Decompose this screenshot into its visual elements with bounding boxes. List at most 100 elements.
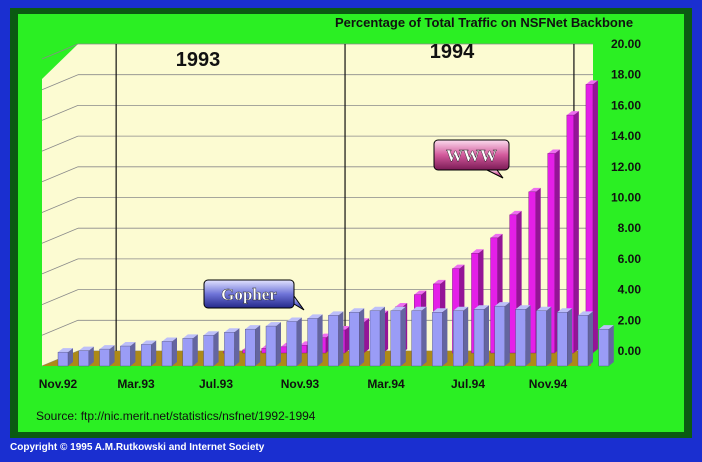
gopher-bar-side: [276, 322, 281, 366]
gopher-bar: [161, 337, 177, 367]
www-bar-top: [414, 290, 427, 295]
gridline-side: [41, 135, 79, 152]
y-tick-label: 2.00: [618, 313, 642, 327]
gopher-bar: [453, 306, 469, 367]
legend-gopher: Gopher: [203, 279, 305, 311]
gopher-bar-front: [390, 310, 401, 367]
gopher-bar-front: [598, 328, 609, 367]
gopher-bar-front: [473, 309, 485, 367]
gopher-bar-front: [120, 345, 131, 367]
gopher-bar: [120, 342, 136, 367]
gopher-bar: [78, 346, 94, 367]
gridline-side: [41, 105, 79, 121]
gopher-bar-front: [515, 309, 526, 367]
gopher-bar: [494, 302, 510, 367]
y-tick-label: 10.00: [611, 191, 641, 205]
www-bar-top: [509, 210, 522, 215]
bars-layer: [57, 80, 614, 367]
gopher-bar: [265, 322, 281, 367]
source-note: Source: ftp://nic.merit.net/statistics/n…: [36, 409, 316, 423]
gopher-bar-front: [432, 312, 443, 367]
gopher-bar-front: [265, 325, 277, 367]
chart-svg: 0.00 2.00 4.00 6.00 8.00 10.00 12.00 14.00 16.00…: [36, 15, 642, 423]
legend-www-label: WWW: [446, 146, 497, 165]
gridline-side: [41, 258, 79, 275]
gopher-bar-front: [349, 312, 360, 367]
gopher-bar: [432, 308, 448, 367]
gopher-bar-side: [442, 308, 448, 366]
gopher-bar-side: [172, 337, 177, 366]
gopher-bar: [515, 305, 531, 367]
chart-panel: 0.00 2.00 4.00 6.00 8.00 10.00 12.00 14.00 16.00…: [18, 14, 684, 432]
legend-gopher-box: [203, 279, 295, 309]
y-tick-label: 16.00: [611, 98, 641, 112]
gridline-side: [41, 227, 79, 244]
y-tick-label: 6.00: [618, 252, 642, 266]
gopher-bar-side: [588, 311, 593, 366]
www-bar: [547, 149, 560, 354]
x-tick-label: Nov.94: [529, 377, 568, 391]
www-bar-top: [395, 302, 408, 307]
gopher-bar-front: [411, 310, 422, 367]
gopher-bar-front: [557, 312, 568, 367]
www-bar-side: [344, 325, 350, 353]
gopher-bar: [224, 328, 240, 367]
www-bar-top: [566, 111, 579, 116]
gopher-bar-side: [546, 306, 552, 366]
gopher-bar-front: [536, 310, 547, 367]
gopher-bar-front: [577, 315, 589, 367]
gopher-bar-front: [494, 305, 505, 367]
gopher-bar: [349, 308, 365, 367]
gopher-bar-side: [421, 306, 427, 366]
gopher-bar-front: [328, 315, 339, 367]
gopher-bar-side: [567, 308, 573, 366]
legend-gopher-tail: [293, 294, 305, 311]
www-bar-top: [585, 80, 598, 85]
gopher-bar-side: [463, 306, 469, 366]
gopher-bar: [57, 348, 73, 367]
y-tick-label: 8.00: [618, 221, 642, 235]
gopher-bar-front: [244, 328, 256, 367]
gopher-bar-side: [296, 317, 302, 366]
gopher-bar-front: [224, 332, 235, 367]
gopher-bar: [140, 340, 157, 367]
legend-www: WWW: [433, 139, 510, 179]
gopher-bar-side: [317, 314, 323, 366]
gopher-bar-side: [234, 328, 240, 366]
www-bar-top: [490, 233, 503, 238]
gopher-bar-side: [380, 306, 385, 366]
gopher-bar-side: [484, 305, 489, 366]
chart-title: Percentage of Total Traffic on NSFNet Ba…: [335, 15, 633, 30]
gopher-bar-front: [369, 310, 381, 367]
x-tick-label: Nov.92: [39, 377, 78, 391]
gridline-side: [41, 289, 79, 305]
y-tick-label: 12.00: [611, 160, 641, 174]
www-bar-top: [452, 264, 465, 269]
www-bar-front: [509, 214, 517, 354]
gridline-side: [41, 319, 79, 336]
legend-www-tail: [486, 169, 504, 179]
gopher-bar-front: [182, 338, 194, 367]
gridline-side: [41, 166, 79, 183]
gopher-bar: [536, 306, 552, 367]
y-tick-label: 4.00: [618, 283, 642, 297]
gopher-bar: [369, 306, 385, 367]
copyright-text: Copyright © 1995 A.M.Rutkowski and Inter…: [10, 442, 265, 453]
www-bar: [566, 111, 579, 354]
www-bar-front: [490, 237, 498, 354]
gopher-bar-front: [140, 344, 152, 367]
gopher-bar: [286, 317, 302, 367]
gopher-bar-front: [57, 351, 69, 367]
y-tick-label: 20.00: [611, 37, 641, 51]
gridline-side: [41, 74, 79, 91]
x-tick-label: Jul.94: [451, 377, 485, 391]
x-tick-label: Jul.93: [199, 377, 233, 391]
x-tick-label: Mar.94: [367, 377, 405, 391]
gopher-bar-side: [400, 306, 406, 366]
gopher-bar-side: [255, 325, 261, 366]
www-bar-top: [528, 187, 541, 192]
www-bar-side: [554, 149, 560, 353]
gopher-bar-front: [286, 321, 297, 367]
gridline-side: [41, 43, 79, 60]
gopher-bar: [557, 308, 573, 367]
